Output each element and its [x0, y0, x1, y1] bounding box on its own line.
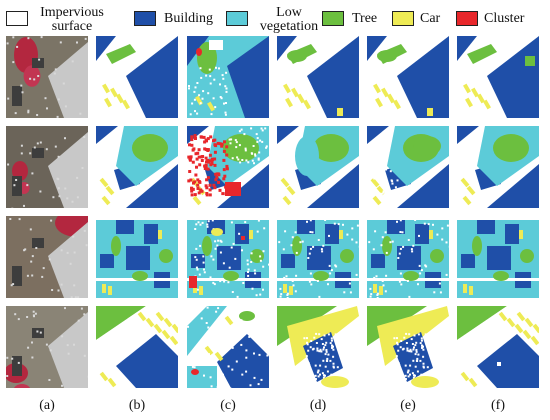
legend-swatch-impervious [6, 11, 28, 26]
legend-swatch-tree [322, 11, 344, 26]
segmentation-map-row-4-col-f [457, 306, 539, 388]
column-label-a: (a) [39, 398, 55, 413]
segmentation-map-row-2-col-c [187, 126, 269, 208]
comparison-grid [0, 36, 550, 394]
segmentation-map-row-3-col-c [187, 216, 269, 298]
segmentation-map-row-1-col-c [187, 36, 269, 118]
aerial-image-row-1 [6, 36, 88, 118]
segmentation-map-row-3-col-b [96, 216, 178, 298]
legend-swatch-car [392, 11, 414, 26]
legend-label: Building [164, 11, 214, 26]
segmentation-map-row-4-col-c [187, 306, 269, 388]
aerial-image-row-3 [6, 216, 88, 298]
segmentation-map-row-3-col-d [277, 216, 359, 298]
aerial-image-row-2 [6, 126, 88, 208]
column-label-e: (e) [400, 398, 416, 413]
legend-swatch-low-vegetation [226, 11, 248, 26]
legend-swatch-building [134, 11, 156, 26]
segmentation-map-row-3-col-f [457, 216, 539, 298]
segmentation-map-row-2-col-b [96, 126, 178, 208]
segmentation-map-row-1-col-e [367, 36, 449, 118]
column-label-f: (f) [491, 398, 505, 413]
legend: Impervious surface Building Low vegetation… [0, 0, 550, 36]
aerial-image-row-4 [6, 306, 88, 388]
segmentation-map-row-3-col-e [367, 216, 449, 298]
segmentation-map-row-1-col-f [457, 36, 539, 118]
segmentation-map-row-4-col-e [367, 306, 449, 388]
column-label-c: (c) [220, 398, 236, 413]
legend-label: Cluster [484, 11, 525, 26]
column-labels: (a) (b) (c) (d) (e) (f) [0, 396, 550, 418]
legend-label: Car [420, 11, 441, 26]
legend-label: Impervious surface [40, 5, 104, 34]
column-label-d: (d) [309, 398, 327, 413]
legend-label: Tree [352, 11, 378, 26]
segmentation-map-row-4-col-b [96, 306, 178, 388]
segmentation-map-row-1-col-b [96, 36, 178, 118]
column-label-b: (b) [128, 398, 146, 413]
segmentation-map-row-1-col-d [277, 36, 359, 118]
segmentation-map-row-2-col-e [367, 126, 449, 208]
segmentation-map-row-4-col-d [277, 306, 359, 388]
segmentation-map-row-2-col-f [457, 126, 539, 208]
legend-swatch-cluster [456, 11, 478, 26]
segmentation-map-row-2-col-d [277, 126, 359, 208]
legend-label: Low vegetation [259, 5, 319, 34]
